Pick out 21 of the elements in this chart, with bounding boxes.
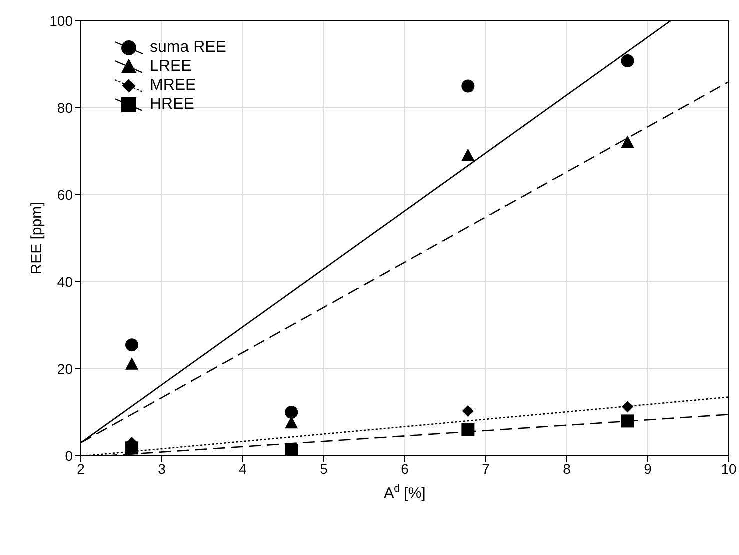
x-axis-title: A$^{d}$ [%]: [384, 483, 426, 502]
x-tick-label: 4: [239, 460, 248, 477]
legend-label: MREE: [150, 76, 196, 94]
x-tick-label: 8: [563, 460, 572, 477]
y-tick-label: 60: [57, 186, 74, 203]
x-tick-label: 3: [158, 460, 166, 477]
y-tick-label: 20: [57, 360, 74, 377]
legend-label: HREE: [150, 96, 194, 114]
x-tick-label: 2: [77, 460, 86, 477]
y-axis-title: REE [ppm]: [28, 202, 46, 275]
y-tick-label: 40: [57, 274, 74, 290]
legend-label: LREE: [150, 58, 192, 76]
y-tick-label: 0: [65, 448, 74, 464]
y-tick-label: 80: [57, 100, 74, 116]
x-tick-label: 7: [482, 460, 490, 477]
x-tick-label: 9: [644, 460, 652, 477]
x-tick-label: 6: [401, 460, 410, 477]
x-tick-label: 10: [721, 460, 737, 477]
x-tick-label: 5: [320, 460, 328, 477]
y-tick-label: 100: [50, 12, 74, 29]
legend-label: suma REE: [150, 38, 226, 56]
